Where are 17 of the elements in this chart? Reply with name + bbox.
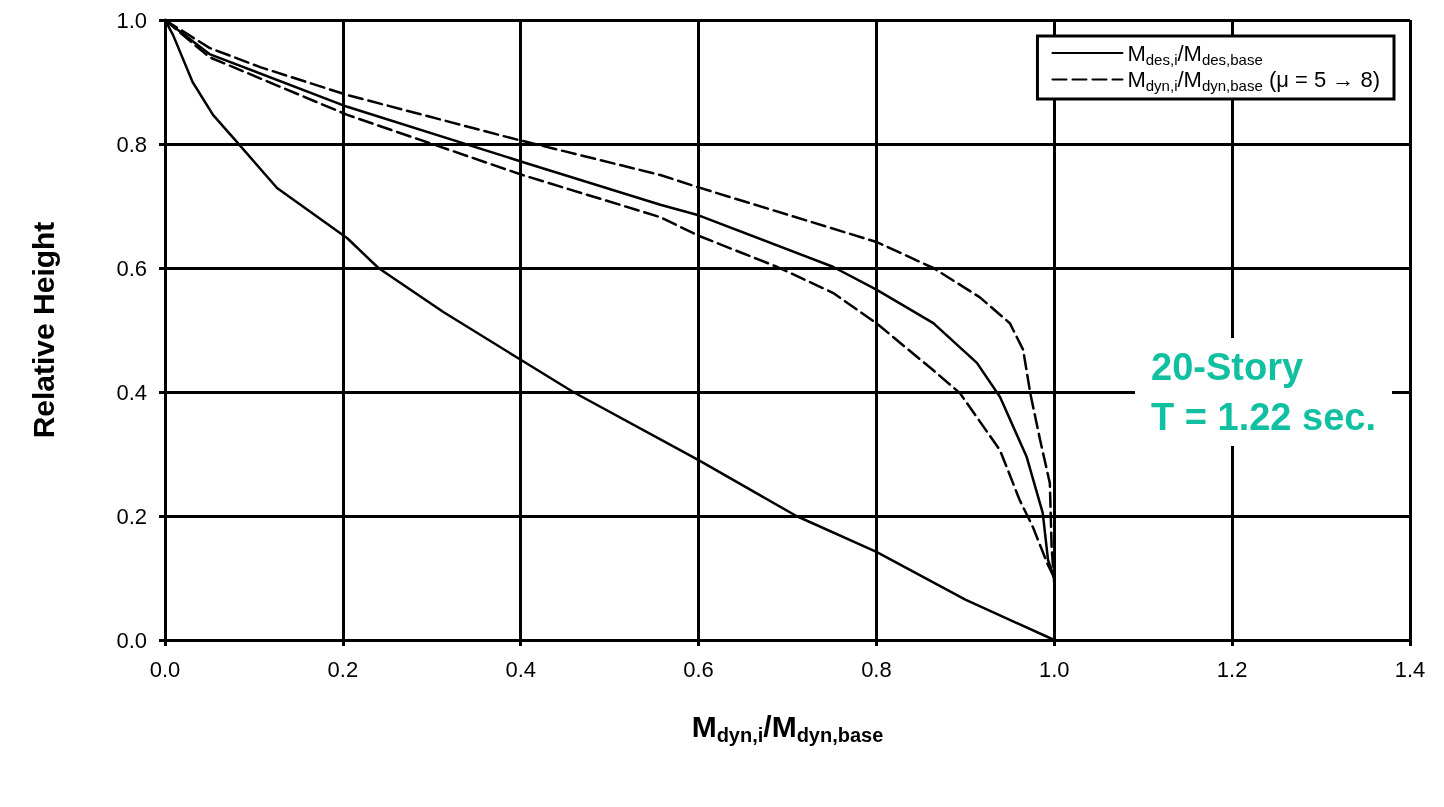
x-tick-label: 0.4 — [505, 656, 537, 682]
x-tick-label: 0.0 — [149, 656, 181, 682]
x-tick-label: 0.6 — [683, 656, 714, 682]
x-tick-label: 1.4 — [1394, 656, 1426, 682]
y-tick-label: 0.8 — [116, 131, 147, 157]
annotation: T = 1.22 sec. — [1151, 396, 1377, 438]
x-tick-label: 0.8 — [861, 656, 892, 682]
y-tick-label: 0.4 — [116, 379, 147, 405]
annotation: 20-Story — [1151, 346, 1304, 388]
x-tick-label: 1.0 — [1038, 656, 1070, 682]
y-tick-label: 0.6 — [116, 255, 147, 281]
y-axis-title: Relative Height — [26, 221, 60, 439]
y-tick-label: 1.0 — [116, 7, 147, 33]
x-tick-label: 1.2 — [1216, 656, 1248, 682]
y-tick-label: 0.0 — [116, 627, 147, 653]
y-tick-label: 0.2 — [116, 503, 147, 529]
x-tick-label: 0.2 — [327, 656, 359, 682]
